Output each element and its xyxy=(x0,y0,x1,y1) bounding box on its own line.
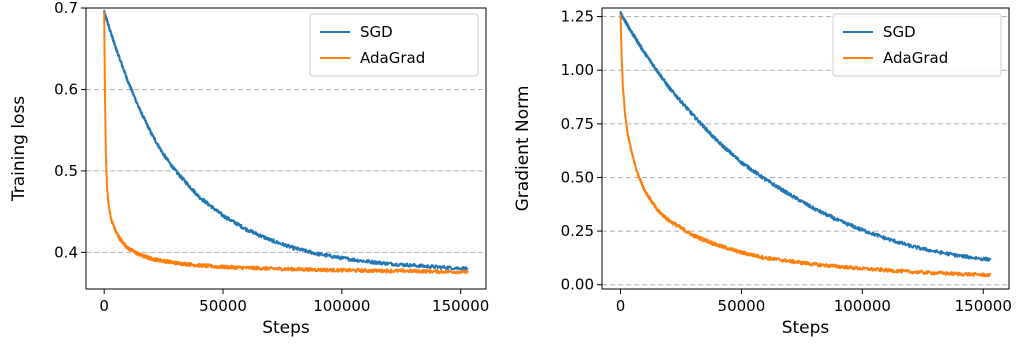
y-tick-label: 0.50 xyxy=(561,168,594,186)
series-line-adagrad xyxy=(103,11,469,275)
chart-training-loss: 0 50000 100000 150000 0.4 0.5 0.6 0.7 Steps Train… xyxy=(9,0,489,338)
y-axis-title: Training loss xyxy=(9,96,29,202)
y-tick-label: 1.00 xyxy=(561,61,594,79)
x-axis-title: Steps xyxy=(262,318,310,338)
legend: SGD AdaGrad xyxy=(309,13,479,77)
y-tick-label: 1.25 xyxy=(561,8,594,26)
x-tick-label: 150000 xyxy=(955,297,1012,315)
y-tick-label: 0.00 xyxy=(561,276,594,294)
x-tick-label: 0 xyxy=(99,297,109,315)
x-tick-label: 50000 xyxy=(718,297,766,315)
series-line-sgd xyxy=(103,9,469,272)
legend-label-sgd: SGD xyxy=(883,23,916,41)
series-line-adagrad xyxy=(619,13,992,278)
series-line-sgd xyxy=(619,10,992,262)
y-tick-label: 0.25 xyxy=(561,222,594,240)
x-tick-label: 150000 xyxy=(432,297,489,315)
plot-frame xyxy=(601,7,1010,290)
x-tick-label: 0 xyxy=(616,297,626,315)
legend-label-adagrad: AdaGrad xyxy=(883,49,948,67)
y-axis-title: Gradient Norm xyxy=(513,86,533,212)
y-tick-label: 0.75 xyxy=(561,115,594,133)
chart-gradient-norm: 0 50000 100000 150000 0.00 0.25 0.50 0.75 1.00 1.… xyxy=(513,7,1012,338)
plot-frame xyxy=(85,7,487,290)
series-group xyxy=(103,9,469,275)
y-tick-label: 0.5 xyxy=(54,162,78,180)
y-tick-label: 0.4 xyxy=(54,243,78,261)
y-tick-label: 0.6 xyxy=(54,80,78,98)
x-tick-label: 100000 xyxy=(834,297,891,315)
series-group xyxy=(619,10,992,278)
legend-label-sgd: SGD xyxy=(360,23,393,41)
legend: SGD AdaGrad xyxy=(832,13,1002,77)
legend-box xyxy=(832,13,1002,77)
x-tick-label: 100000 xyxy=(313,297,370,315)
y-tick-label: 0.7 xyxy=(54,0,78,17)
x-axis-title: Steps xyxy=(782,318,830,338)
legend-box xyxy=(309,13,479,77)
legend-label-adagrad: AdaGrad xyxy=(360,49,425,67)
x-tick-label: 50000 xyxy=(199,297,247,315)
